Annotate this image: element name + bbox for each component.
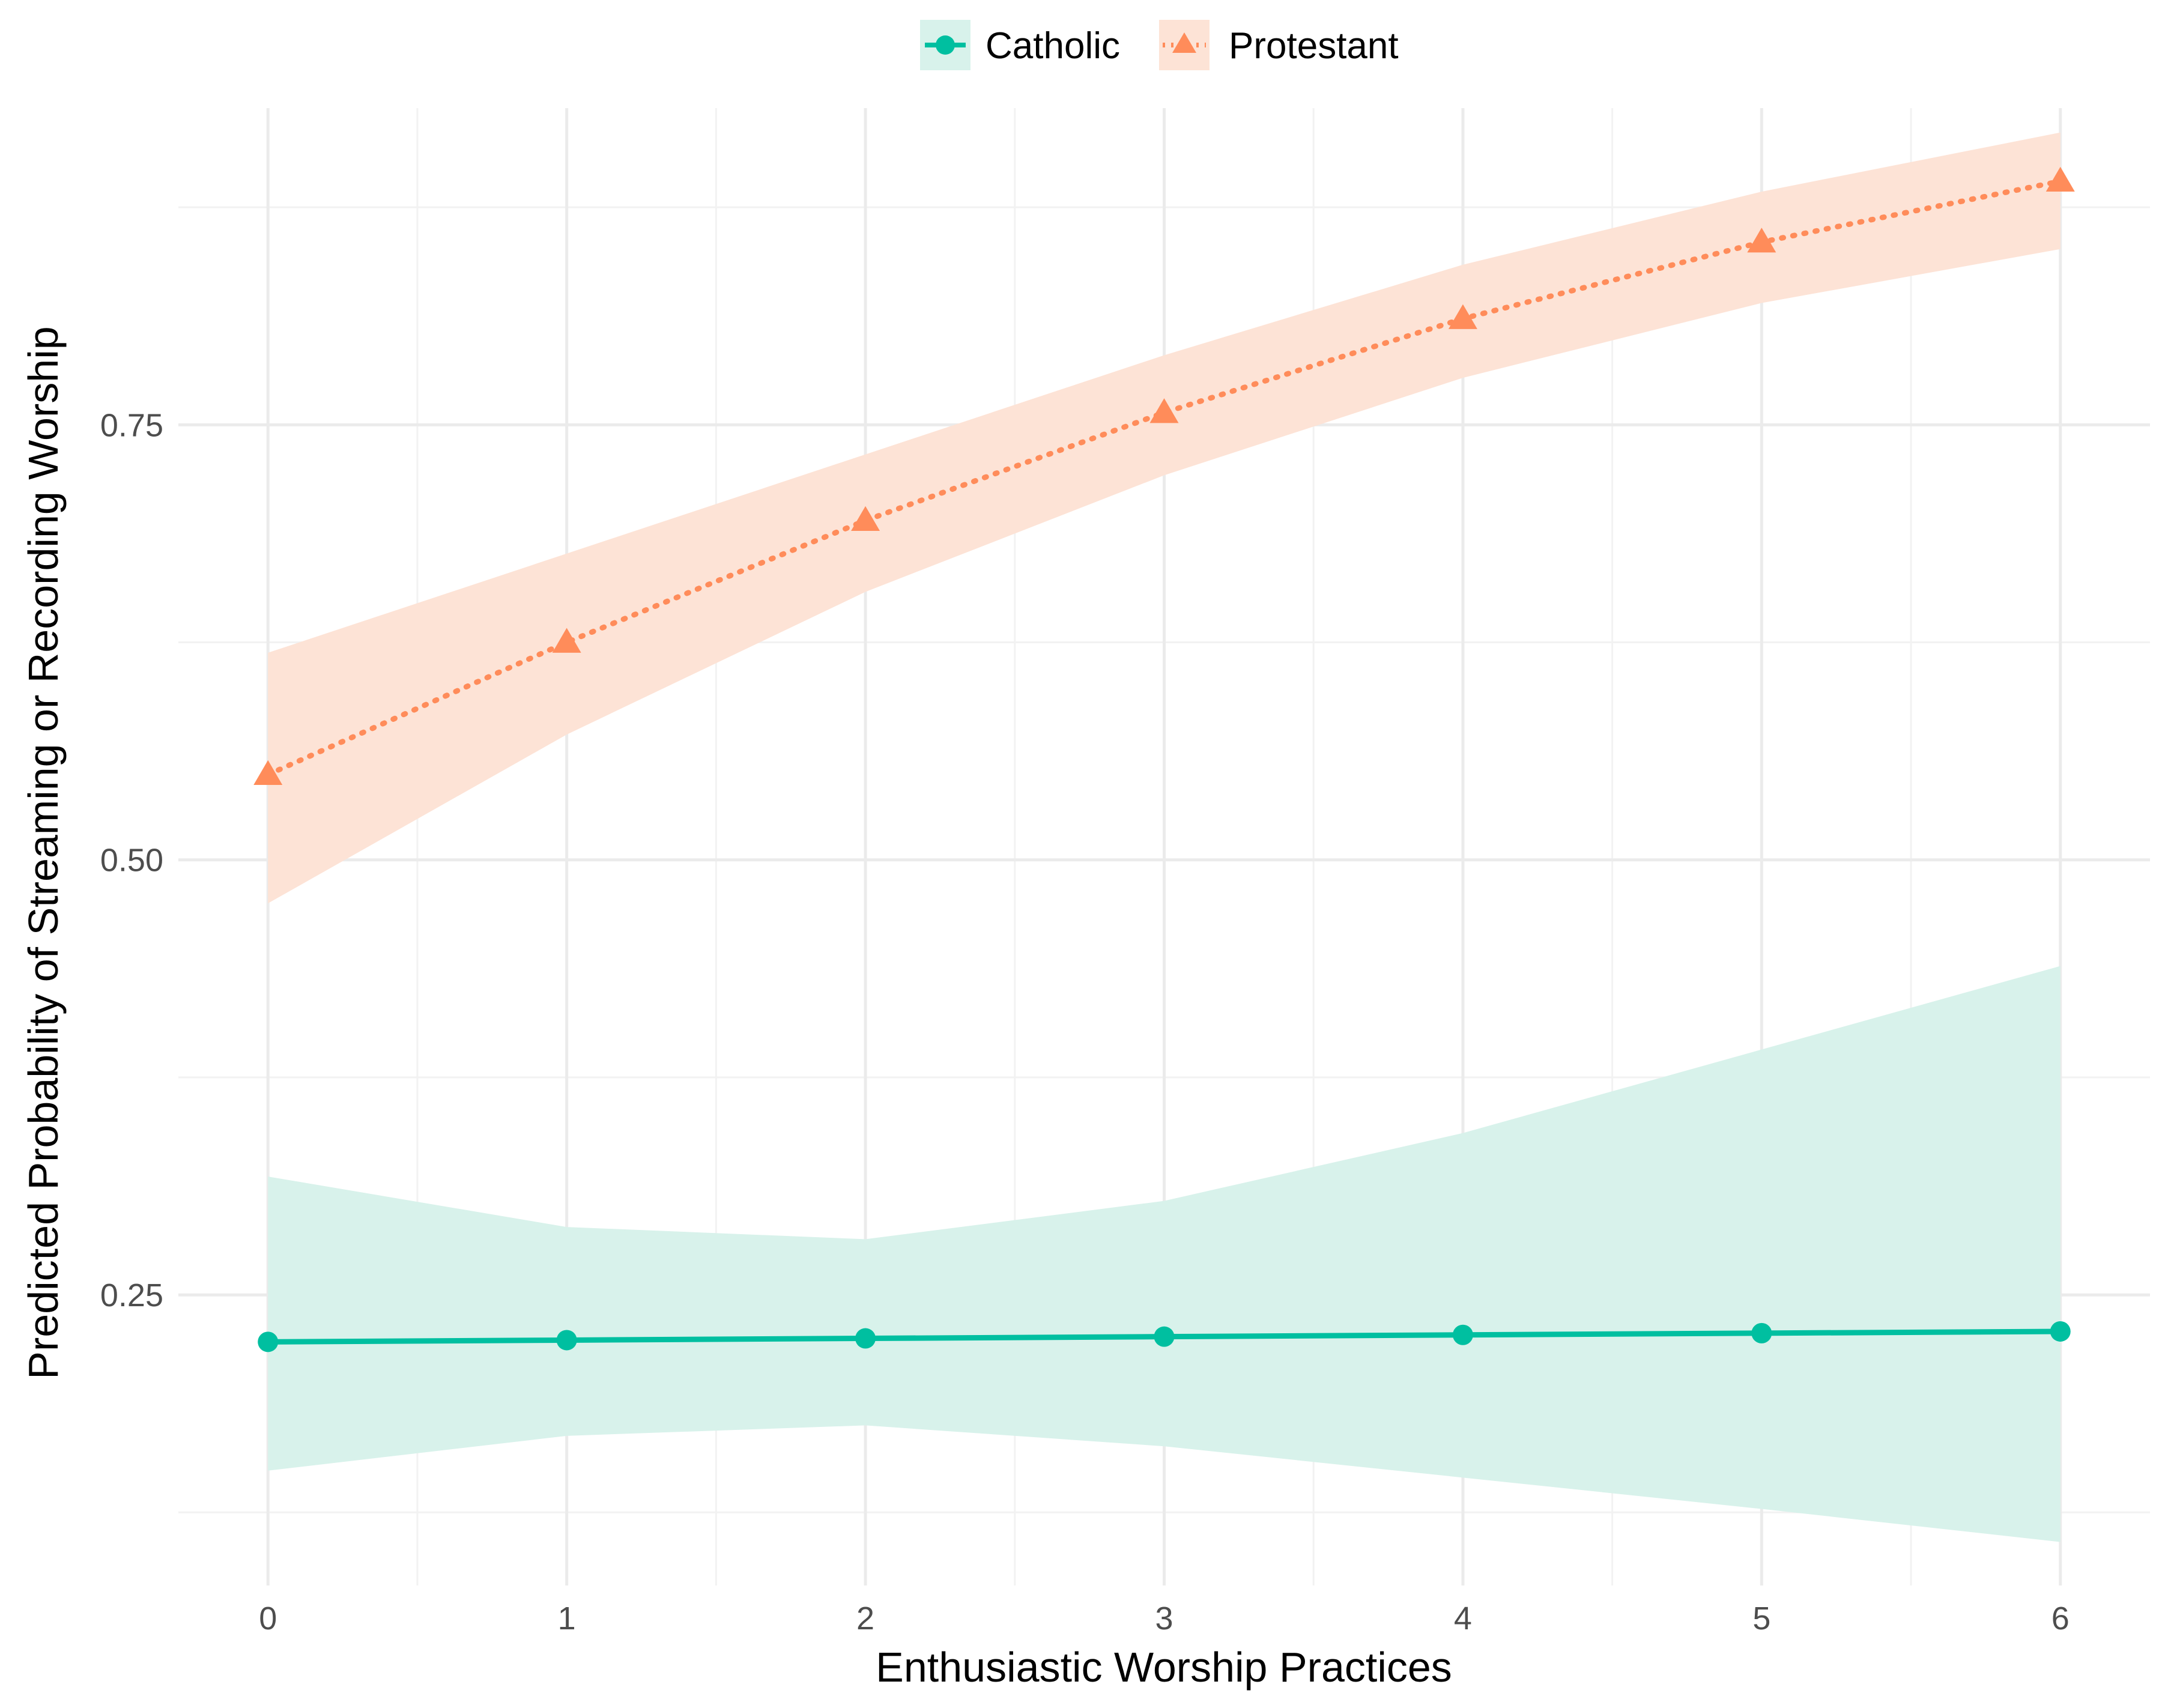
x-tick-labels: 0 1 2 3 4 5 6	[259, 1600, 2070, 1637]
catholic-point	[1154, 1326, 1175, 1347]
catholic-point	[2050, 1321, 2071, 1342]
series-markers	[253, 166, 2075, 1352]
protestant-point	[552, 628, 581, 653]
protestant-point	[253, 760, 283, 786]
confidence-bands	[268, 132, 2060, 1542]
catholic-point	[556, 1330, 577, 1351]
catholic-point	[1751, 1322, 1772, 1343]
legend-protestant-marker	[1172, 32, 1196, 53]
catholic-confidence-band	[268, 966, 2060, 1542]
legend-label-catholic: Catholic	[986, 25, 1120, 67]
x-tick-label: 0	[259, 1600, 277, 1637]
protestant-confidence-band	[268, 132, 2060, 904]
y-tick-label: 0.25	[100, 1277, 163, 1313]
protestant-point	[1747, 228, 1776, 253]
catholic-point	[855, 1328, 876, 1349]
legend: Catholic Protestant	[920, 20, 1399, 70]
protestant-point	[1149, 398, 1179, 423]
protestant-point	[1448, 304, 1477, 329]
legend-label-protestant: Protestant	[1229, 25, 1399, 67]
protestant-point	[2045, 166, 2075, 192]
catholic-point	[1452, 1324, 1473, 1345]
legend-catholic-marker	[936, 35, 955, 55]
y-tick-label: 0.75	[100, 407, 163, 443]
x-tick-label: 4	[1454, 1600, 1472, 1637]
x-tick-label: 6	[2051, 1600, 2070, 1637]
y-tick-labels: 0.25 0.50 0.75	[100, 407, 163, 1313]
x-tick-label: 2	[856, 1600, 874, 1637]
protestant-point	[851, 506, 880, 531]
x-tick-label: 3	[1155, 1600, 1173, 1637]
y-axis-title: Predicted Probability of Streaming or Re…	[20, 326, 67, 1379]
x-tick-label: 5	[1752, 1600, 1770, 1637]
catholic-point	[258, 1331, 279, 1352]
y-tick-label: 0.50	[100, 843, 163, 879]
x-tick-label: 1	[558, 1600, 576, 1637]
x-axis-title: Enthusiastic Worship Practices	[876, 1644, 1452, 1691]
